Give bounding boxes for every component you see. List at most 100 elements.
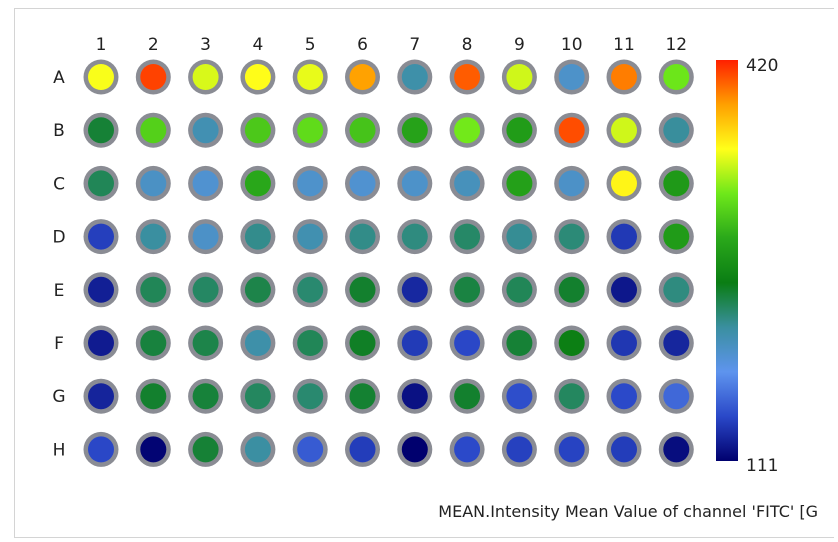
well-E2 <box>135 272 171 308</box>
well-A4 <box>240 59 276 95</box>
well-F12 <box>658 325 694 361</box>
well-value <box>663 117 690 144</box>
well-F4 <box>240 325 276 361</box>
well-value <box>454 64 481 90</box>
well-H9 <box>501 431 537 467</box>
well-D1 <box>83 219 119 255</box>
well-A6 <box>345 59 380 95</box>
well-F9 <box>501 325 537 361</box>
well-H7 <box>397 431 433 467</box>
well-value <box>506 170 533 197</box>
well-A10 <box>554 59 590 95</box>
well-value <box>401 276 428 303</box>
well-value <box>88 330 114 356</box>
well-value <box>297 223 324 250</box>
column-label-12: 12 <box>665 35 687 55</box>
well-C12 <box>658 165 694 201</box>
well-value <box>611 436 637 463</box>
well-D5 <box>292 219 328 255</box>
well-value <box>349 223 376 250</box>
well-value <box>244 223 271 250</box>
column-label-2: 2 <box>148 35 159 55</box>
well-value <box>401 170 428 197</box>
well-value <box>192 383 219 410</box>
well-D12 <box>658 219 694 255</box>
well-H6 <box>345 431 380 467</box>
row-label-G: G <box>52 387 65 407</box>
well-value <box>140 64 167 90</box>
well-A5 <box>292 59 328 95</box>
well-H3 <box>188 431 224 467</box>
well-A7 <box>397 59 433 95</box>
well-value <box>297 436 324 463</box>
well-H5 <box>292 431 328 467</box>
well-value <box>192 64 219 90</box>
well-value <box>663 330 690 356</box>
well-value <box>506 117 533 144</box>
well-F11 <box>606 325 642 361</box>
chart-frame <box>14 8 834 538</box>
well-value <box>192 170 219 197</box>
well-value <box>192 276 219 303</box>
well-G6 <box>345 378 380 414</box>
well-C3 <box>188 165 224 201</box>
colorbar <box>716 60 738 461</box>
well-E11 <box>606 272 642 308</box>
wells <box>83 59 694 467</box>
well-value <box>611 117 637 144</box>
well-A2 <box>135 59 171 95</box>
well-D9 <box>501 219 537 255</box>
well-G12 <box>658 378 694 414</box>
well-H12 <box>658 431 694 467</box>
well-E6 <box>345 272 380 308</box>
well-value <box>244 330 271 356</box>
well-value <box>663 436 690 463</box>
well-value <box>663 170 690 197</box>
well-value <box>454 383 481 410</box>
well-value <box>349 64 376 90</box>
well-value <box>140 436 167 463</box>
well-value <box>454 170 481 197</box>
well-value <box>558 170 585 197</box>
well-value <box>611 223 637 250</box>
well-C2 <box>135 165 171 201</box>
well-F1 <box>83 325 119 361</box>
well-value <box>88 223 114 250</box>
well-G1 <box>83 378 119 414</box>
row-label-B: B <box>53 121 65 141</box>
well-value <box>349 383 376 410</box>
well-value <box>506 223 533 250</box>
well-value <box>558 383 585 410</box>
well-A9 <box>501 59 537 95</box>
well-F5 <box>292 325 328 361</box>
well-value <box>611 383 637 410</box>
well-E3 <box>188 272 224 308</box>
chart-caption: MEAN.Intensity Mean Value of channel 'FI… <box>438 502 818 521</box>
column-label-5: 5 <box>305 35 316 55</box>
column-label-4: 4 <box>252 35 263 55</box>
well-value <box>88 117 114 144</box>
well-G4 <box>240 378 276 414</box>
well-value <box>506 330 533 356</box>
well-value <box>244 170 271 197</box>
well-value <box>140 330 167 356</box>
well-value <box>140 117 167 144</box>
well-H4 <box>240 431 276 467</box>
well-C10 <box>554 165 590 201</box>
well-G2 <box>135 378 171 414</box>
well-value <box>506 276 533 303</box>
well-E5 <box>292 272 328 308</box>
well-value <box>663 223 690 250</box>
column-label-10: 10 <box>561 35 583 55</box>
well-value <box>88 383 114 410</box>
well-C6 <box>345 165 380 201</box>
well-G5 <box>292 378 328 414</box>
well-value <box>611 276 637 303</box>
well-B12 <box>658 112 694 148</box>
well-B3 <box>188 112 224 148</box>
well-E7 <box>397 272 433 308</box>
column-label-8: 8 <box>462 35 473 55</box>
well-D7 <box>397 219 433 255</box>
well-G7 <box>397 378 433 414</box>
well-E4 <box>240 272 276 308</box>
